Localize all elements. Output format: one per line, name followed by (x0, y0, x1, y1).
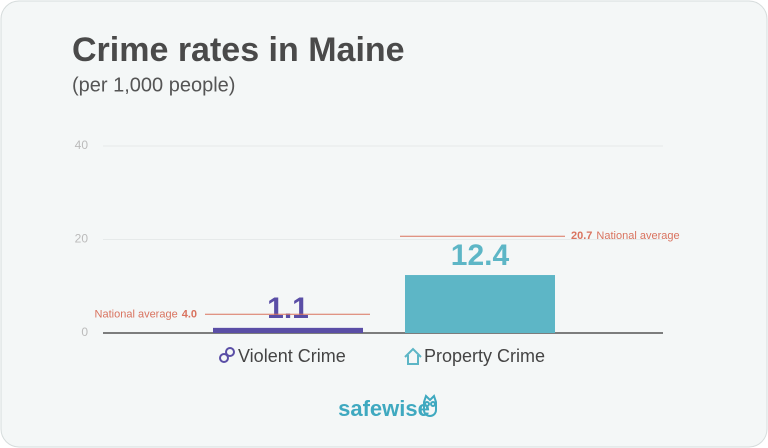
chart-title: Crime rates in Maine (72, 31, 405, 69)
value-label: 1.1 (267, 292, 309, 325)
y-tick-label: 20 (75, 232, 89, 246)
y-tick-label: 0 (81, 325, 88, 339)
national-average-label: National average 4.0 (95, 308, 197, 320)
national-average-value: 4.0 (182, 308, 197, 320)
chain-icon (219, 347, 235, 363)
y-tick-label: 40 (75, 138, 89, 152)
brand: safewise (338, 396, 430, 421)
national-average-text: National average (596, 230, 679, 242)
bar (405, 275, 555, 333)
x-tick-label: Violent Crime (238, 346, 346, 366)
national-average-text: National average (95, 308, 178, 320)
value-label: 12.4 (451, 239, 510, 272)
owl-icon (423, 394, 437, 417)
house-icon (404, 347, 422, 365)
national-average-label: 20.7 National average (571, 230, 680, 242)
x-tick-label: Property Crime (424, 346, 545, 366)
national-average-value: 20.7 (571, 230, 592, 242)
bar (213, 327, 363, 333)
chart-subtitle: (per 1,000 people) (72, 74, 235, 96)
